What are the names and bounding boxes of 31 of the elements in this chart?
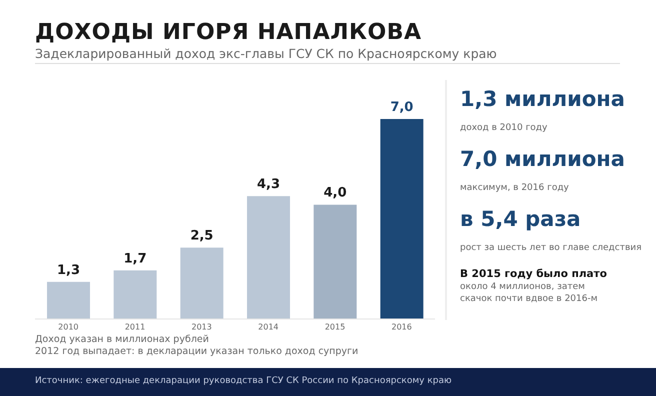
data-label: 4,0 bbox=[324, 186, 347, 201]
data-label: 7,0 bbox=[390, 100, 414, 115]
text: рост за шесть лет во главе следствия bbox=[460, 242, 643, 254]
x-tick-label: 2014 bbox=[258, 322, 279, 332]
x-tick-label: 2016 bbox=[391, 322, 412, 332]
data-label: 4,3 bbox=[256, 177, 280, 192]
data-label: 1,7 bbox=[124, 251, 147, 266]
data-label: 2,5 bbox=[190, 228, 214, 244]
bar bbox=[380, 119, 424, 319]
text: Доход указан в миллионах рублей bbox=[35, 334, 209, 345]
data-label: 1,3 bbox=[56, 262, 80, 278]
text: в 5,4 раза bbox=[460, 206, 582, 232]
x-tick-label: 2013 bbox=[191, 322, 212, 332]
text: 2012 год выпадает: в декларации указан только доход супруги bbox=[35, 346, 358, 357]
text: Источник: ежегодные декларации руководства ГСУ СК России по Красноярскому краю bbox=[35, 376, 452, 386]
text: около 4 миллионов, затем скачок почти вдвое в 2016-м bbox=[460, 281, 599, 305]
bar bbox=[314, 204, 357, 319]
bar bbox=[47, 282, 90, 319]
text: максимум, в 2016 году bbox=[460, 182, 570, 194]
text: доход в 2010 году bbox=[460, 122, 548, 134]
x-tick-label: 2011 bbox=[124, 322, 146, 332]
bar bbox=[114, 270, 157, 319]
x-tick-label: 2010 bbox=[58, 322, 79, 332]
chart-subtitle: Задекларированный доход экс-главы ГСУ СК по Красноярскому краю bbox=[35, 46, 497, 61]
bar bbox=[247, 196, 290, 319]
text: В 2015 году было плато bbox=[460, 267, 608, 281]
text: 1,3 миллиона bbox=[460, 86, 626, 112]
bar bbox=[180, 248, 224, 319]
text: 7,0 миллиона bbox=[460, 146, 626, 172]
chart-title: ДОХОДЫ ИГОРЯ НАПАЛКОВА bbox=[35, 20, 422, 45]
x-tick-label: 2015 bbox=[324, 322, 346, 332]
